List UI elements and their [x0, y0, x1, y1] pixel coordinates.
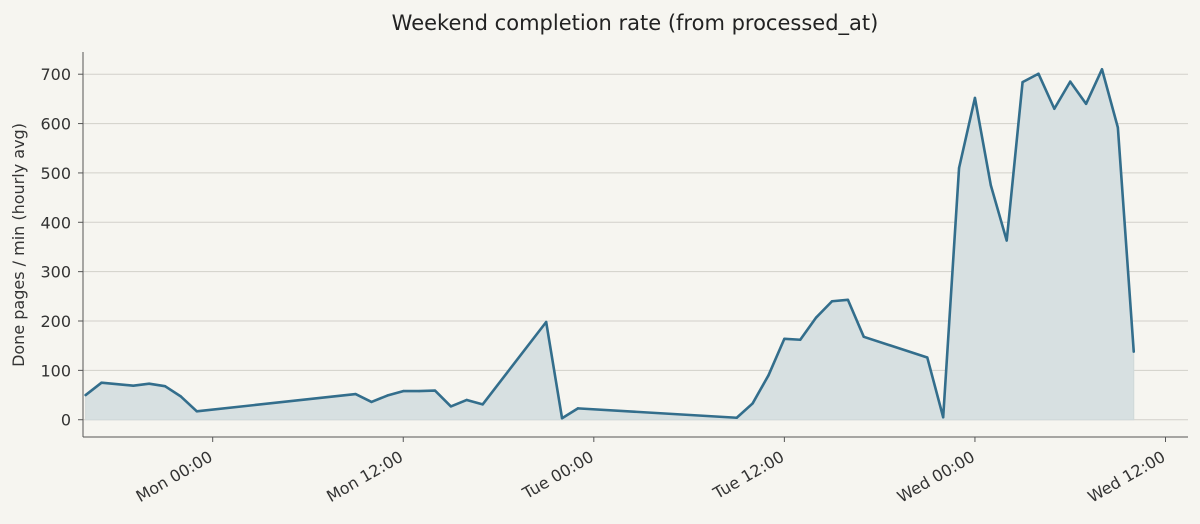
x-tick-label: Mon 12:00 — [323, 447, 406, 506]
y-tick-label: 500 — [40, 164, 71, 183]
data-point — [751, 402, 754, 405]
data-point — [989, 184, 993, 187]
data-point — [1053, 107, 1056, 110]
data-point — [560, 417, 564, 420]
x-tick-label: Tue 12:00 — [709, 447, 787, 503]
data-point — [163, 384, 167, 388]
data-point — [1100, 68, 1104, 71]
data-point — [941, 416, 945, 419]
data-point — [84, 393, 87, 397]
data-point — [370, 400, 373, 404]
data-point — [544, 320, 548, 324]
y-tick-label: 0 — [61, 411, 71, 430]
data-point — [576, 407, 580, 410]
x-tick-label: Tue 00:00 — [518, 447, 596, 503]
data-point — [735, 416, 738, 419]
y-axis-label: Done pages / min (hourly avg) — [9, 123, 28, 367]
data-point — [767, 374, 770, 377]
y-tick-label: 200 — [40, 312, 71, 331]
data-point — [814, 316, 818, 319]
x-tick-label: Wed 00:00 — [894, 447, 978, 506]
data-point — [433, 389, 437, 392]
data-point — [386, 394, 389, 397]
data-point — [862, 335, 865, 339]
y-tick-label: 400 — [40, 213, 71, 232]
line-layer — [84, 67, 1136, 420]
x-tick-label: Wed 12:00 — [1084, 447, 1168, 506]
data-point — [465, 398, 468, 402]
axes — [78, 52, 1188, 442]
data-point — [132, 384, 135, 387]
data-point — [1021, 80, 1024, 84]
data-point — [1116, 126, 1120, 129]
data-point — [1005, 239, 1008, 242]
y-tick-label: 600 — [40, 115, 71, 134]
data-point — [783, 337, 786, 340]
data-point — [1132, 350, 1135, 353]
data-point — [354, 392, 357, 396]
y-tick-label: 100 — [40, 361, 71, 380]
data-point — [799, 338, 802, 341]
data-point — [100, 381, 103, 384]
y-tick-label: 700 — [40, 65, 71, 84]
data-point — [957, 166, 961, 170]
data-point — [926, 356, 929, 359]
data-point — [973, 96, 977, 100]
data-point — [1037, 72, 1040, 75]
data-point — [195, 410, 199, 413]
data-point — [402, 389, 405, 393]
area-layer — [85, 67, 1135, 421]
data-point — [179, 395, 183, 398]
series-line — [84, 67, 1136, 420]
data-point — [147, 382, 151, 385]
data-point — [830, 300, 834, 303]
series-area — [85, 67, 1135, 421]
chart-title: Weekend completion rate (from processed_… — [392, 11, 879, 36]
data-point — [481, 403, 484, 406]
data-point — [417, 389, 421, 393]
data-point — [1069, 80, 1072, 83]
data-point — [449, 405, 453, 408]
y-tick-label: 300 — [40, 263, 71, 282]
data-point — [1084, 102, 1088, 106]
gridlines — [83, 73, 1188, 421]
data-point — [846, 298, 850, 301]
x-tick-label: Mon 00:00 — [133, 447, 216, 506]
